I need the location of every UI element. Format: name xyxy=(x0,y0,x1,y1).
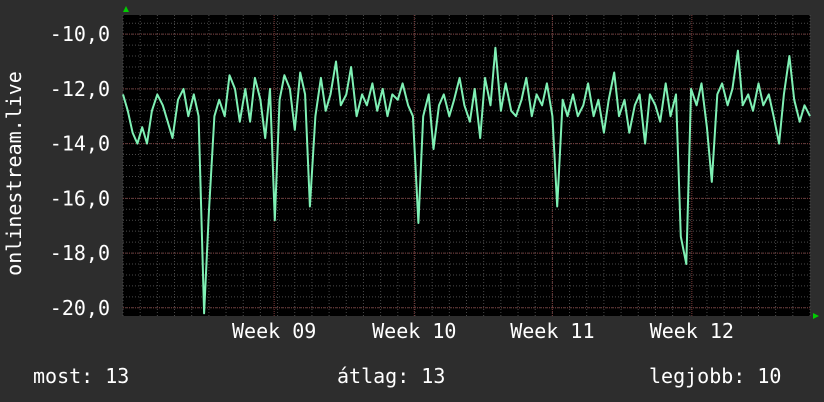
stats-row: most: 13 átlag: 13 legjobb: 10 xyxy=(0,362,824,390)
y-tick-label: -16,0 xyxy=(50,186,110,210)
x-axis-arrow xyxy=(813,313,819,319)
series-line xyxy=(122,46,811,315)
current-value: most: 13 xyxy=(33,364,130,388)
x-tick-label: Week 11 xyxy=(510,319,594,343)
x-tick-label: Week 09 xyxy=(232,319,316,343)
y-axis-arrow xyxy=(123,6,129,12)
y-tick-label: -10,0 xyxy=(50,22,110,46)
x-tick-label: Week 10 xyxy=(372,319,456,343)
y-tick-label: -14,0 xyxy=(50,132,110,156)
average-value: átlag: 13 xyxy=(337,364,446,388)
y-tick-label: -20,0 xyxy=(50,296,110,320)
y-tick-label: -18,0 xyxy=(50,241,110,265)
best-value: legjobb: 10 xyxy=(649,364,782,388)
y-tick-label: -12,0 xyxy=(50,77,110,101)
y-axis-label: onlinestream.live xyxy=(2,71,26,276)
x-tick-label: Week 12 xyxy=(650,319,734,343)
